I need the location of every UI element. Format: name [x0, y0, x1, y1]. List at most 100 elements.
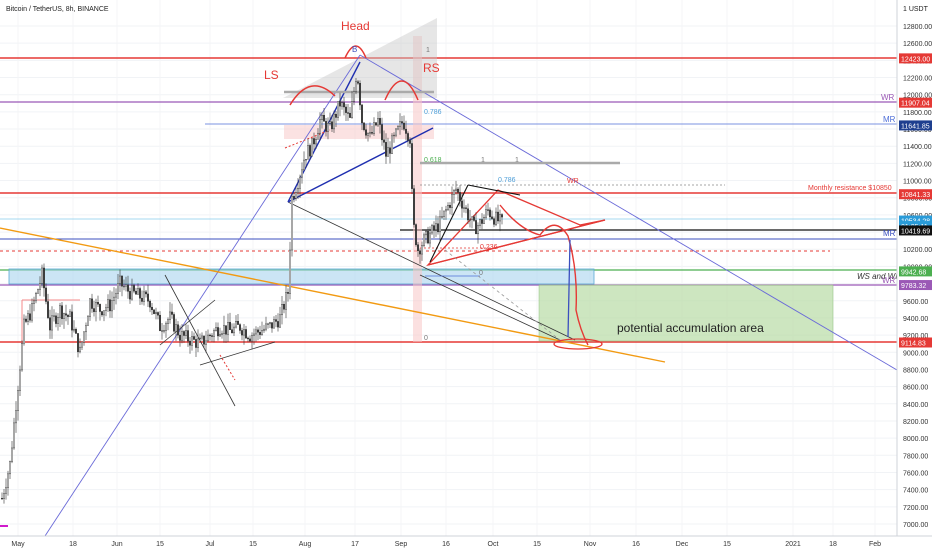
candle-body — [489, 209, 492, 218]
candle-body — [383, 139, 386, 143]
candle-body — [37, 289, 40, 294]
candle-body — [47, 301, 50, 318]
candle-body — [297, 188, 300, 193]
candle-body — [373, 122, 376, 134]
y-tick-label: 12800.00 — [903, 24, 932, 31]
candle-body — [200, 335, 203, 339]
candle-body — [337, 101, 340, 118]
candle-body — [291, 196, 294, 251]
candle-body — [120, 275, 123, 287]
candle-body — [411, 143, 414, 189]
x-tick-label: 2021 — [785, 541, 801, 548]
candle-body — [501, 214, 504, 218]
candle-body — [487, 209, 490, 211]
y-tick-label: 9400.00 — [903, 316, 928, 323]
fib-0-label-b: 0 — [424, 335, 428, 342]
candle-body — [349, 112, 352, 118]
candle-body — [49, 317, 52, 331]
candle-body — [483, 217, 486, 224]
candle-body — [214, 327, 217, 331]
candle-body — [267, 323, 270, 325]
candle-body — [226, 322, 229, 335]
candle-body — [491, 216, 494, 219]
time-axis[interactable]: May 18 Jun 15 Jul 15 Aug 17 Sep 16 Oct 15 Nov 16 Dec 15… — [0, 535, 932, 548]
candle-body — [435, 223, 438, 230]
x-tick-label: Nov — [584, 541, 597, 548]
price-label-box — [899, 215, 932, 226]
y-tick-label: 11000.00 — [903, 179, 932, 186]
candle-body — [136, 288, 139, 295]
fib-0786-label-a: 0.786 — [424, 109, 442, 116]
candle-body — [415, 224, 418, 245]
candle-body — [279, 314, 282, 328]
candle-body — [61, 305, 64, 319]
y-tick-label: 7200.00 — [903, 505, 928, 512]
head-b-marker: B — [352, 45, 357, 54]
candle-body — [164, 323, 167, 331]
candle-body — [331, 121, 334, 130]
price-label-box — [899, 280, 932, 291]
candle-body — [10, 447, 13, 462]
candle-body — [238, 324, 241, 331]
candle-body — [295, 192, 298, 199]
candle-body — [162, 330, 165, 332]
candle-body — [134, 290, 137, 295]
candle-body — [252, 333, 255, 336]
candle-body — [315, 139, 318, 145]
x-tick-label: Oct — [488, 541, 499, 548]
candle-body — [433, 225, 436, 230]
candle-body — [220, 333, 223, 335]
candle-body — [461, 200, 464, 209]
candle-body — [132, 285, 135, 292]
candle-body — [275, 319, 278, 322]
black-channel-lower2 — [419, 274, 561, 341]
y-tick-label: 9600.00 — [903, 299, 928, 306]
y-tick-label: 8000.00 — [903, 436, 928, 443]
candle-body — [311, 138, 314, 157]
wr-lower-label: WR — [882, 276, 896, 285]
y-tick-label: 7600.00 — [903, 470, 928, 477]
candle-body — [481, 219, 484, 224]
candle-body — [192, 336, 195, 340]
mr-right-label: MR — [883, 115, 896, 124]
y-tick-label: 10800.00 — [903, 196, 932, 203]
candle-body — [21, 342, 24, 371]
candle-body — [301, 169, 304, 178]
candle-body — [321, 115, 324, 120]
candle-body — [405, 128, 408, 134]
candle-body — [309, 145, 312, 157]
candle-body — [419, 250, 422, 255]
candle-body — [385, 142, 388, 157]
y-tick-label: 11200.00 — [903, 161, 932, 168]
candle-body — [138, 288, 141, 299]
candle-body — [449, 205, 452, 208]
candle-body — [427, 231, 430, 244]
fib-1-label: 1 — [426, 47, 430, 54]
candle-body — [393, 134, 396, 137]
candle-body — [3, 493, 6, 499]
candle-body — [339, 101, 342, 107]
candle-body — [335, 113, 338, 118]
candle-body — [351, 101, 354, 118]
candle-body — [343, 102, 346, 108]
candle-body — [78, 346, 81, 353]
candle-body — [146, 293, 149, 302]
y-tick-label: 8200.00 — [903, 419, 928, 426]
y-tick-label: 12000.00 — [903, 93, 932, 100]
pink-highlight-zone — [413, 36, 422, 342]
candle-body — [441, 216, 444, 218]
candle-body — [242, 329, 245, 336]
candle-body — [240, 330, 243, 336]
candle-body — [493, 218, 496, 225]
candle-body — [437, 223, 440, 233]
red-projection-path — [499, 204, 589, 346]
candle-body — [413, 188, 416, 225]
candle-body — [92, 308, 95, 312]
candle-body — [248, 338, 251, 342]
y-tick-label: 9000.00 — [903, 350, 928, 357]
candle-body — [271, 322, 274, 329]
x-tick-label: Aug — [299, 541, 312, 548]
candle-body — [329, 121, 332, 124]
